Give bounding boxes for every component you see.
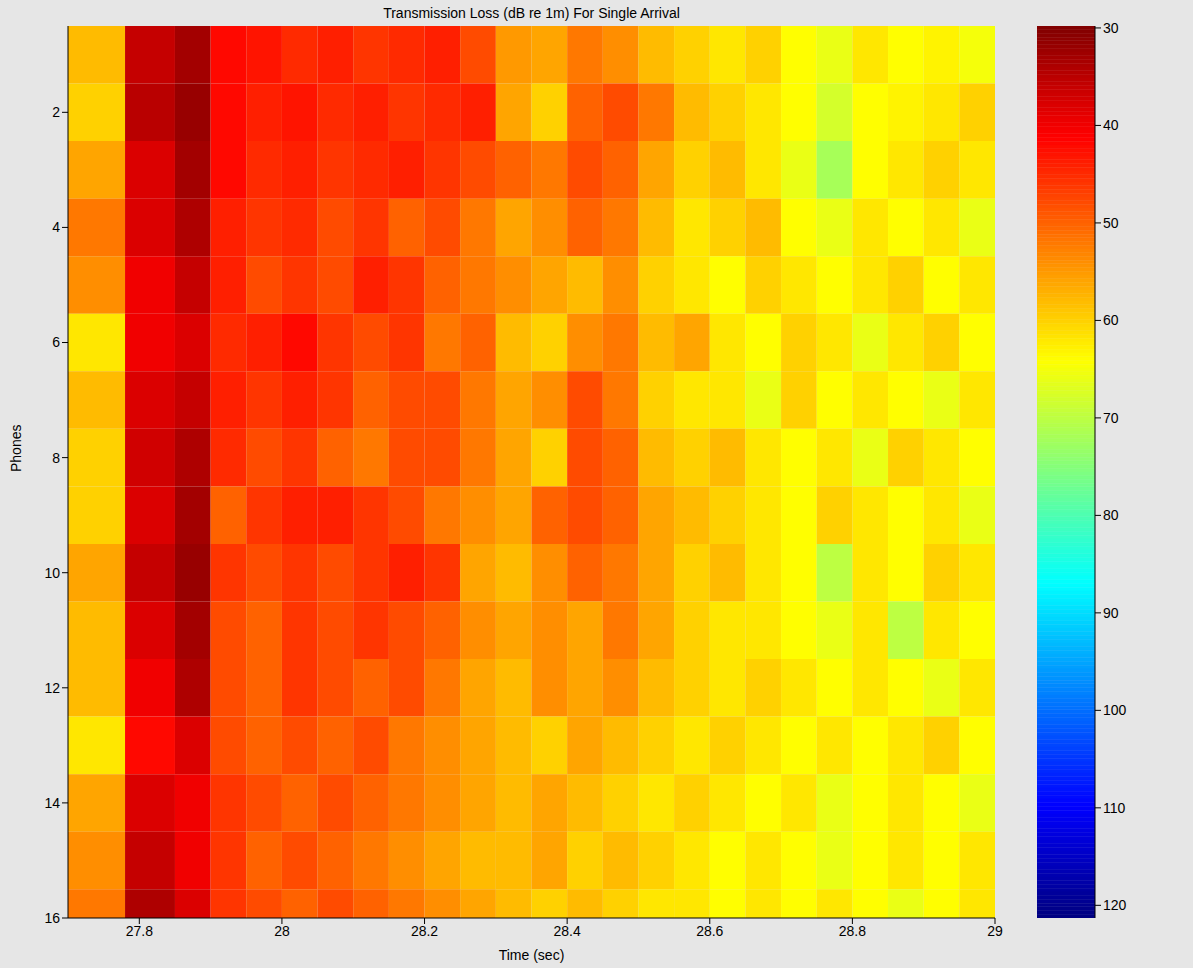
svg-text:28.2: 28.2	[411, 923, 438, 939]
svg-text:28: 28	[274, 923, 290, 939]
svg-text:6: 6	[52, 334, 60, 350]
svg-text:30: 30	[1103, 20, 1119, 36]
svg-text:80: 80	[1103, 507, 1119, 523]
svg-text:27.8: 27.8	[126, 923, 153, 939]
svg-text:10: 10	[44, 565, 60, 581]
svg-text:100: 100	[1103, 702, 1127, 718]
svg-text:Time (sec): Time (sec)	[499, 947, 565, 963]
svg-text:28.4: 28.4	[554, 923, 581, 939]
svg-text:2: 2	[52, 104, 60, 120]
svg-text:28.6: 28.6	[696, 923, 723, 939]
svg-text:70: 70	[1103, 410, 1119, 426]
svg-text:4: 4	[52, 219, 60, 235]
svg-text:Phones: Phones	[8, 425, 24, 472]
svg-text:28.8: 28.8	[839, 923, 866, 939]
svg-text:8: 8	[52, 450, 60, 466]
svg-text:60: 60	[1103, 312, 1119, 328]
svg-text:29: 29	[987, 923, 1003, 939]
html-text:Transmission Loss (dB re 1m) F: Transmission Loss (dB re 1m) For Single …	[383, 5, 680, 21]
svg-text:12: 12	[44, 680, 60, 696]
svg-text:16: 16	[44, 910, 60, 926]
svg-text:90: 90	[1103, 605, 1119, 621]
svg-text:14: 14	[44, 795, 60, 811]
svg-text:40: 40	[1103, 117, 1119, 133]
svg-text:50: 50	[1103, 215, 1119, 231]
svg-text:120: 120	[1103, 897, 1127, 913]
svg-text:110: 110	[1103, 800, 1126, 816]
